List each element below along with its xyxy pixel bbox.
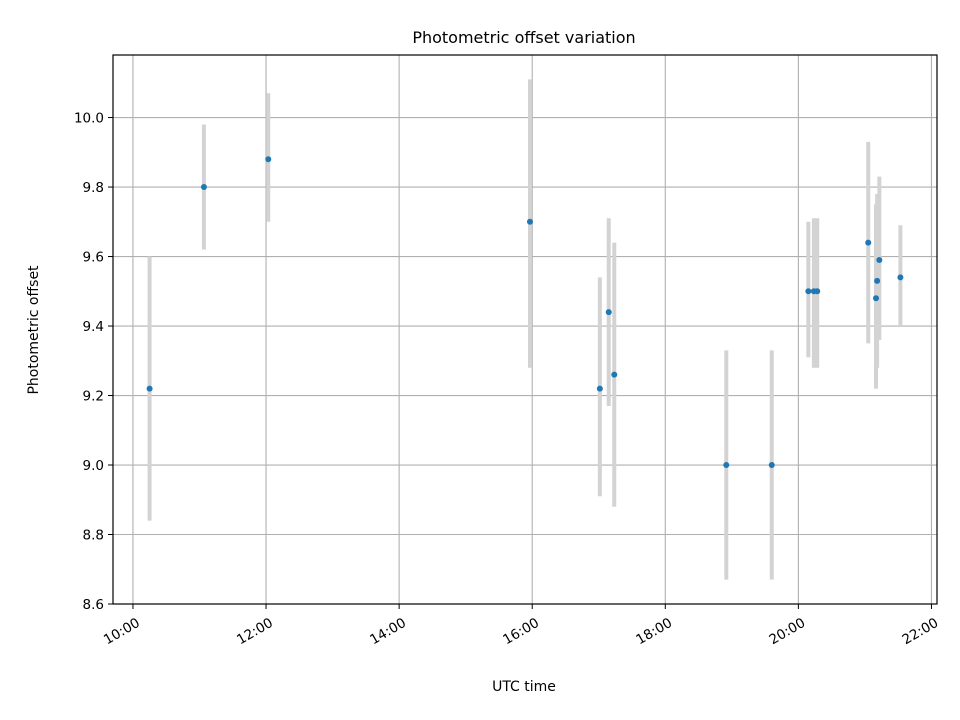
data-point (873, 295, 880, 302)
data-point (596, 385, 603, 392)
y-tick-label: 8.6 (83, 597, 104, 613)
plot-frame (112, 54, 938, 605)
y-axis-ticks: 8.6 8.8 9.0 9.2 9.4 9.6 9.8 10.0 (74, 111, 113, 613)
data-point (768, 462, 775, 469)
data-point (723, 462, 730, 469)
chart-title: Photometric offset variation (412, 28, 635, 47)
y-tick-label: 9.6 (83, 250, 104, 266)
data-point (876, 257, 883, 264)
y-tick-label: 9.2 (83, 389, 104, 405)
data-point (265, 156, 272, 163)
data-point (874, 277, 881, 284)
data-point (146, 385, 153, 392)
y-axis-label: Photometric offset (26, 265, 42, 395)
data-point (805, 288, 812, 295)
data-points (146, 156, 904, 469)
y-tick-label: 10.0 (74, 111, 104, 127)
x-axis-label: UTC time (492, 679, 556, 695)
y-tick-label: 9.8 (83, 180, 104, 196)
data-point (865, 239, 872, 246)
y-tick-label: 9.4 (83, 319, 104, 335)
data-point (897, 274, 904, 281)
data-point (200, 184, 207, 191)
data-point (605, 309, 612, 316)
data-point (814, 288, 821, 295)
y-tick-label: 9.0 (83, 458, 104, 474)
data-point (526, 218, 533, 225)
y-tick-label: 8.8 (83, 528, 104, 544)
data-point (611, 371, 618, 378)
